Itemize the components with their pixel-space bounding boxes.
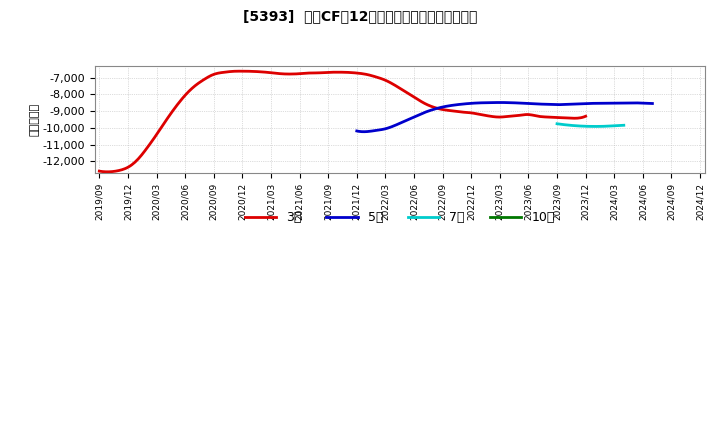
7年 <box>594 124 603 129</box>
5年 <box>603 100 612 106</box>
3年 <box>581 114 590 119</box>
5年 <box>353 128 361 134</box>
Line: 3年: 3年 <box>99 71 585 172</box>
7年 <box>553 121 562 126</box>
5年 <box>359 129 368 134</box>
5年 <box>536 102 544 107</box>
Text: [5393]  投賄CFの12か月移動合計の平均値の推移: [5393] 投賄CFの12か月移動合計の平均値の推移 <box>243 9 477 23</box>
5年 <box>354 128 362 134</box>
3年 <box>386 80 395 85</box>
3年 <box>388 81 397 86</box>
5年 <box>529 101 538 106</box>
3年 <box>235 69 243 74</box>
Y-axis label: （百万円）: （百万円） <box>30 103 40 136</box>
7年 <box>609 123 618 128</box>
7年 <box>613 123 622 128</box>
5年 <box>496 100 505 105</box>
7年 <box>593 124 601 129</box>
5年 <box>531 101 539 106</box>
3年 <box>96 169 105 174</box>
Line: 5年: 5年 <box>357 103 652 132</box>
5年 <box>622 100 631 106</box>
7年 <box>591 124 600 129</box>
7年 <box>593 124 601 129</box>
3年 <box>95 169 104 174</box>
3年 <box>396 86 405 91</box>
3年 <box>539 114 548 120</box>
3年 <box>508 114 517 119</box>
7年 <box>553 121 562 126</box>
Legend: 3年, 5年, 7年, 10年: 3年, 5年, 7年, 10年 <box>240 206 559 229</box>
3年 <box>103 169 112 175</box>
Line: 7年: 7年 <box>557 124 624 126</box>
7年 <box>619 123 628 128</box>
5年 <box>648 101 657 106</box>
